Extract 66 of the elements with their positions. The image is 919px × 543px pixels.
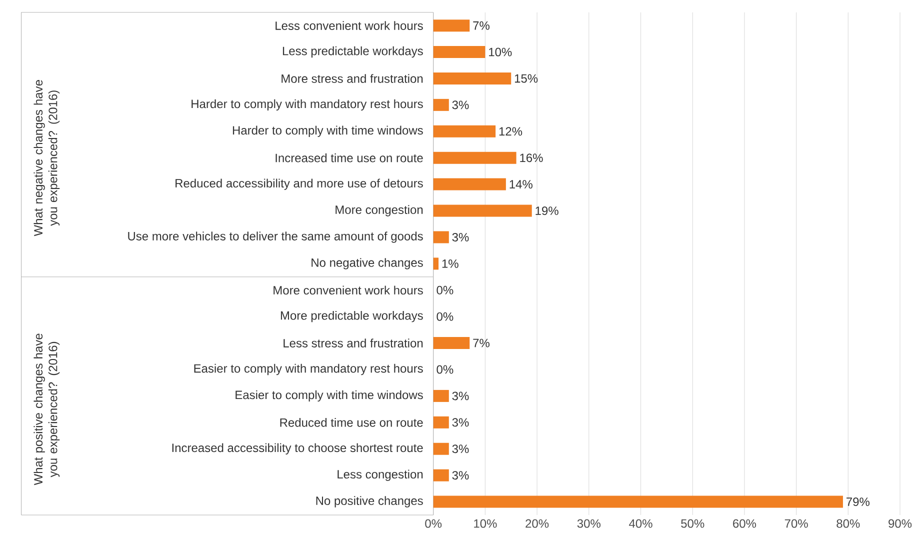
y-tick-label: Increased accessibility to choose shortest route (172, 443, 423, 454)
x-tick-label: 10% (474, 519, 497, 528)
bar (433, 496, 843, 508)
bar (433, 125, 496, 138)
bar (433, 337, 470, 350)
bar (433, 152, 516, 164)
data-label: 7% (473, 338, 490, 348)
bar (433, 442, 449, 455)
y-tick-label: Reduced accessibility and more use of detours (176, 178, 423, 190)
y-tick-label: Less congestion (338, 470, 423, 481)
data-label: 14% (510, 180, 532, 188)
x-tick-label: 0% (425, 519, 442, 528)
y-tick-label: Use more vehicles to deliver the same amount of goods (128, 232, 423, 243)
data-label: 3% (452, 418, 469, 427)
data-label: 0% (436, 286, 454, 294)
text: What negative changes have you experienced? (2016) (34, 80, 60, 236)
data-label: 16% (520, 154, 543, 162)
y-tick-label: Harder to comply with time windows (232, 126, 423, 137)
data-label: 7% (473, 21, 490, 30)
bar (433, 72, 512, 84)
data-label: 15% (514, 74, 538, 83)
y-tick-label: No positive changes (316, 496, 423, 508)
bar (433, 231, 449, 244)
bar (433, 178, 506, 190)
data-label: 79% (846, 498, 870, 506)
data-label: 3% (452, 444, 469, 454)
y-tick-label: Less predictable workdays (282, 46, 423, 58)
data-label: 3% (452, 100, 469, 110)
data-label: 1% (442, 259, 458, 268)
y-tick-label: Reduced time use on route (280, 418, 423, 427)
data-label: 3% (452, 392, 469, 400)
y-tick-label: More convenient work hours (274, 286, 423, 295)
bar (433, 469, 449, 482)
y-tick-label: Less stress and frustration (284, 338, 423, 348)
data-label: 0% (436, 365, 454, 374)
x-tick-label: 70% (784, 519, 808, 528)
x-tick-label: 20% (526, 519, 549, 528)
data-label: 19% (536, 206, 558, 216)
data-label: 0% (436, 312, 454, 321)
x-tick-label: 50% (681, 519, 704, 528)
y-tick-label: Increased time use on route (276, 153, 423, 162)
text: What positive changes have you experienced? (2016) (34, 334, 60, 486)
y-tick-label: More congestion (336, 205, 423, 216)
x-tick-label: 60% (733, 519, 756, 528)
x-tick-label: 30% (577, 519, 600, 528)
y-tick-label: More predictable workdays (280, 310, 423, 322)
data-label: 10% (489, 48, 512, 56)
data-label: 12% (499, 127, 522, 136)
y-tick-label: Easier to comply with mandatory rest hours (194, 364, 423, 376)
x-tick-label: 80% (836, 519, 860, 528)
x-tick-label: 90% (888, 519, 912, 528)
data-label: 3% (452, 232, 469, 242)
bar (433, 20, 470, 32)
bar (433, 46, 486, 58)
y-tick-label: Harder to comply with mandatory rest hours (192, 99, 423, 111)
x-tick-label: 40% (629, 519, 652, 528)
y-tick-label: Easier to comply with time windows (236, 390, 423, 402)
data-label: 3% (452, 471, 469, 480)
y-tick-label: No negative changes (312, 258, 423, 270)
bar (433, 204, 532, 217)
bar (433, 390, 449, 402)
bar (433, 416, 449, 428)
y-tick-label: Less convenient work hours (276, 21, 423, 30)
y-tick-label: More stress and frustration (282, 74, 423, 83)
bar (433, 258, 439, 270)
bar (433, 98, 449, 111)
